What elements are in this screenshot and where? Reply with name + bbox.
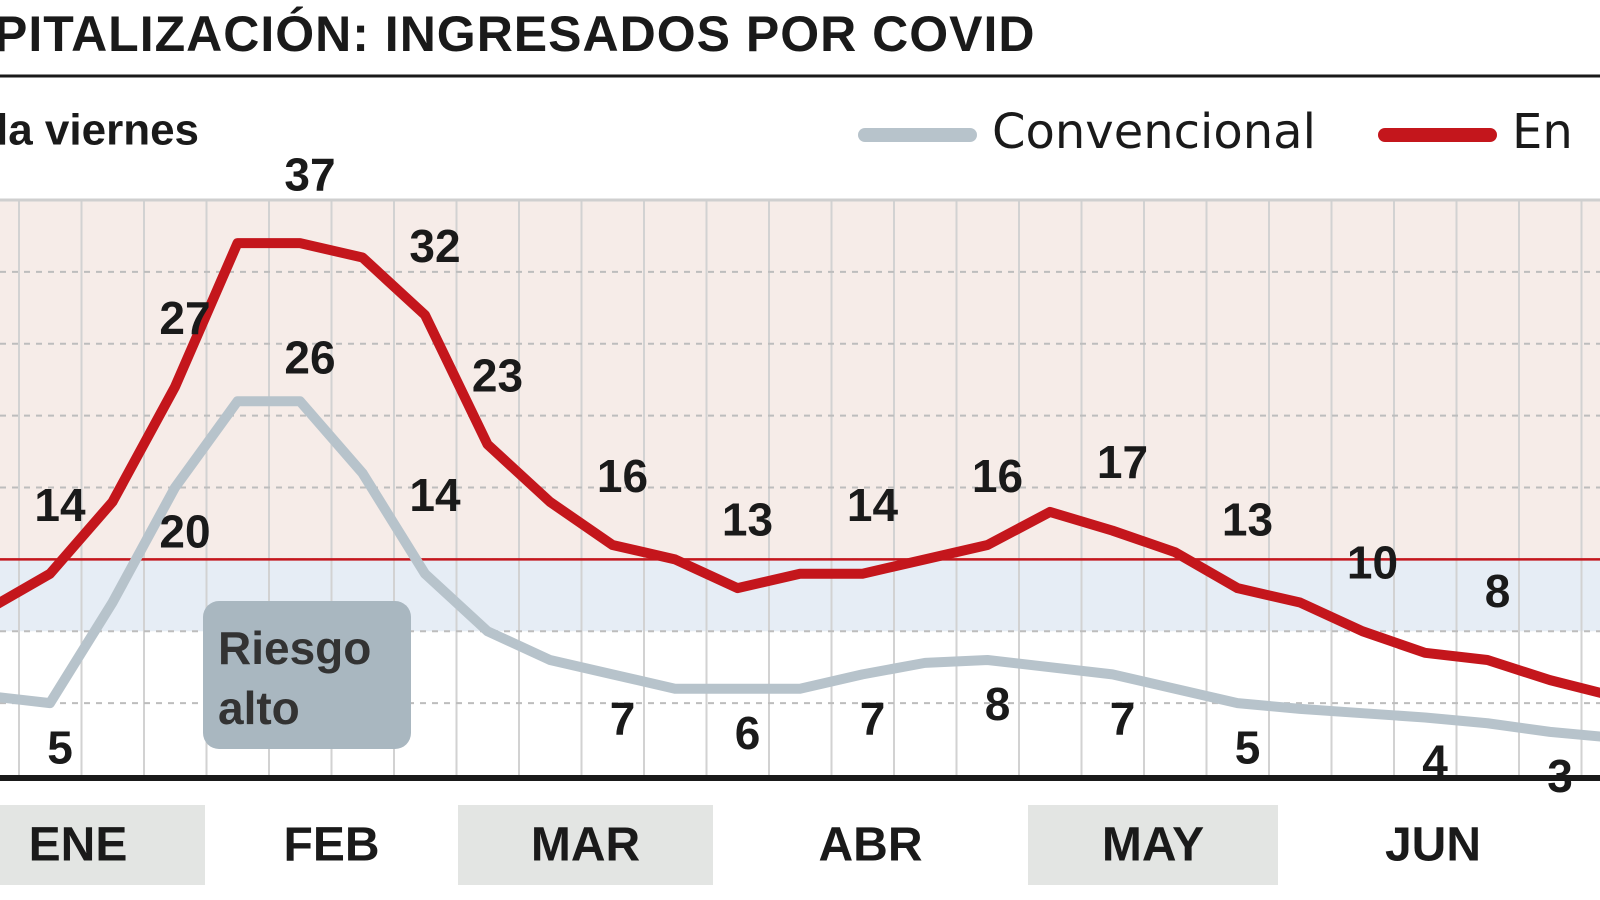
legend-label: En <box>1512 104 1573 160</box>
value-label: 7 <box>860 693 886 745</box>
annotation-text: Riesgo <box>218 622 371 674</box>
value-label: 4 <box>1422 736 1448 788</box>
value-label: 14 <box>409 469 461 521</box>
month-band <box>1028 805 1278 885</box>
month-label: JUN <box>1385 819 1481 872</box>
legend-label: Convencional <box>992 104 1316 160</box>
value-label: 5 <box>1235 721 1261 773</box>
month-label: FEB <box>284 819 380 872</box>
value-label: 10 <box>1347 536 1398 588</box>
value-label: 14 <box>847 479 899 531</box>
series-line <box>0 396 1600 742</box>
chart-subtitle: la viernes <box>0 106 199 155</box>
month-band <box>0 805 205 885</box>
value-label: 13 <box>1222 493 1273 545</box>
value-label: 17 <box>1097 436 1148 488</box>
value-label: 23 <box>472 350 523 402</box>
value-label: 3 <box>1547 750 1573 802</box>
value-label: 6 <box>735 707 761 759</box>
value-label: 32 <box>409 220 460 272</box>
month-label: ENE <box>29 819 128 872</box>
value-label: 16 <box>597 450 648 502</box>
annotation-text: alto <box>218 682 300 734</box>
risk-band-very-high <box>0 200 1600 560</box>
value-label: 13 <box>722 493 773 545</box>
value-label: 14 <box>34 479 86 531</box>
month-label: MAY <box>1102 819 1204 872</box>
value-label: 26 <box>284 331 335 383</box>
value-label: 16 <box>972 450 1023 502</box>
month-label: MAR <box>531 819 640 872</box>
chart-title: PITALIZACIÓN: INGRESADOS POR COVID <box>0 6 1035 62</box>
value-label: 27 <box>159 292 210 344</box>
value-label: 20 <box>159 506 210 558</box>
value-label: 8 <box>1485 565 1511 617</box>
value-label: 7 <box>1110 693 1136 745</box>
value-label: 5 <box>47 721 73 773</box>
annotation-box <box>203 601 411 749</box>
month-band <box>458 805 713 885</box>
value-label: 7 <box>610 693 636 745</box>
month-label: ABR <box>819 819 923 872</box>
value-label: 8 <box>985 678 1011 730</box>
series-line <box>0 238 1600 698</box>
value-label: 37 <box>284 148 335 200</box>
